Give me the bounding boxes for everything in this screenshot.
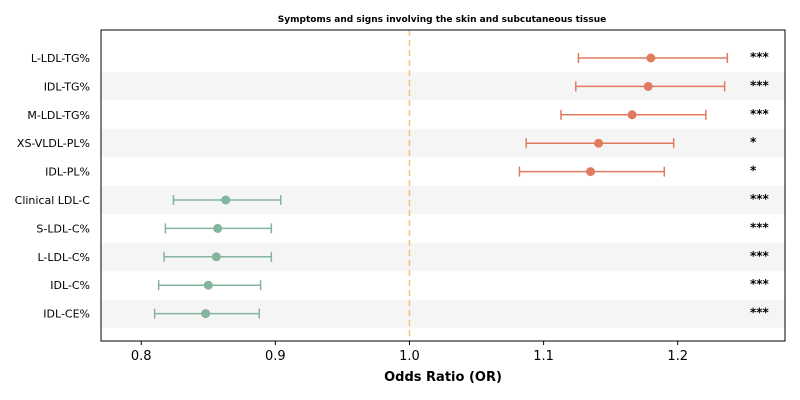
x-tick-label: 0.9 (265, 349, 286, 364)
chart-title: Symptoms and signs involving the skin an… (278, 15, 606, 25)
row-shade-band (101, 129, 785, 158)
or-point (586, 167, 596, 177)
significance-label: *** (750, 277, 770, 291)
significance-label: *** (750, 78, 770, 92)
category-label: M-LDL-TG% (27, 109, 90, 122)
significance-label: * (750, 164, 757, 178)
category-label: L-LDL-TG% (31, 52, 90, 65)
category-label: XS-VLDL-PL% (17, 137, 90, 150)
or-point (221, 195, 231, 205)
or-point (594, 138, 604, 148)
significance-labels: ************************** (750, 50, 770, 320)
x-axis-label: Odds Ratio (OR) (384, 370, 502, 385)
or-point (213, 223, 223, 233)
category-labels: L-LDL-TG% IDL-TG% M-LDL-TG% XS-VLDL-PL% IDL-… (15, 52, 91, 321)
x-tick-label: 1.0 (399, 349, 420, 364)
category-label: IDL-CE% (43, 308, 90, 321)
or-point (203, 280, 213, 290)
significance-label: *** (750, 306, 770, 320)
significance-label: *** (750, 192, 770, 206)
significance-label: *** (750, 50, 770, 64)
data-marks (153, 53, 729, 319)
or-point (643, 81, 653, 91)
category-label: IDL-PL% (45, 166, 90, 179)
x-axis: 0.8 0.9 1.0 1.1 1.2 (131, 341, 688, 364)
x-tick-label: 1.2 (667, 349, 688, 364)
significance-label: *** (750, 107, 770, 121)
x-tick-label: 0.8 (131, 349, 152, 364)
significance-label: * (750, 135, 757, 149)
significance-label: *** (750, 220, 770, 234)
category-label: Clinical LDL-C (15, 194, 91, 207)
or-point (646, 53, 656, 63)
category-label: L-LDL-C% (37, 251, 90, 264)
or-point (201, 309, 211, 319)
significance-label: *** (750, 249, 770, 263)
category-label: IDL-C% (50, 279, 90, 292)
category-label: IDL-TG% (44, 80, 90, 93)
or-point (627, 110, 637, 120)
category-label: S-LDL-C% (36, 222, 90, 235)
plot-frame (100, 29, 786, 342)
or-point (211, 252, 221, 262)
x-tick-label: 1.1 (533, 349, 554, 364)
